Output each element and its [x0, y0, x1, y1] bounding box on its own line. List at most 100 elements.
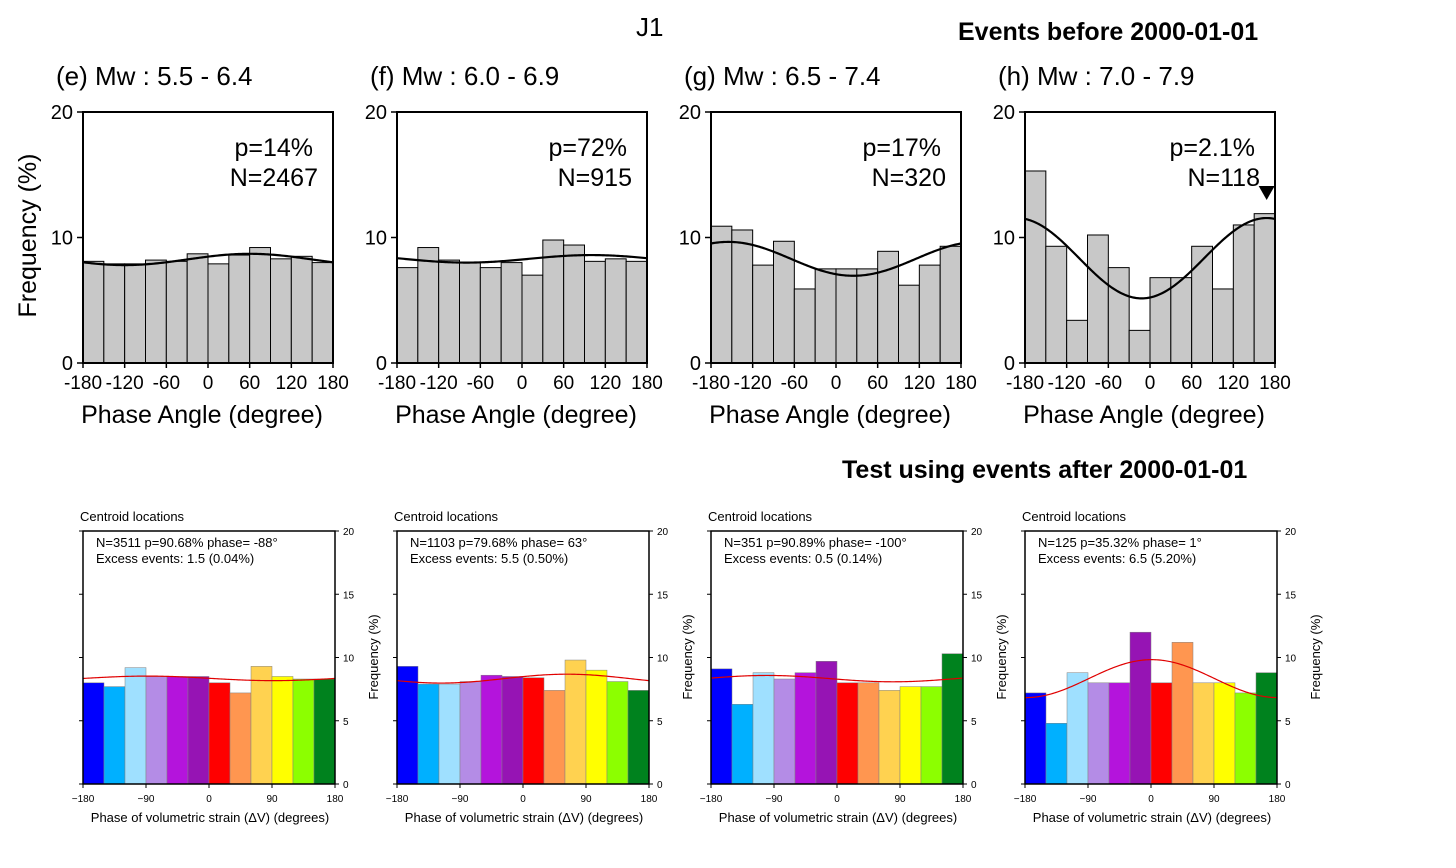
histogram-bar [480, 674, 503, 785]
y-tick-label: 10 [993, 228, 1015, 250]
x-tick-label: -180 [1006, 373, 1044, 394]
panel-title: (f) Mw : 6.0 - 6.9 [370, 61, 559, 91]
histogram-bar [1024, 170, 1047, 364]
histogram-bar [710, 225, 733, 364]
histogram-bar [271, 676, 294, 785]
x-tick-label: 120 [1217, 373, 1249, 394]
y-tick-label: 20 [51, 102, 73, 124]
histogram-bar [815, 661, 838, 785]
y-tick-label: 10 [657, 654, 669, 665]
histogram-bar [438, 259, 460, 364]
histogram-bar [270, 258, 292, 364]
n-count-label: N=320 [872, 164, 946, 192]
histogram-bar [250, 666, 273, 785]
histogram-bar [627, 690, 650, 785]
histogram-bar [1150, 682, 1173, 785]
x-axis-label: Phase Angle (degree) [81, 401, 323, 429]
histogram-bar [313, 678, 336, 785]
x-tick-label: 180 [641, 794, 658, 805]
x-tick-label: 90 [1208, 794, 1220, 805]
y-tick-label: 20 [679, 102, 701, 124]
figure-supertitle: J1 [636, 12, 664, 42]
histogram-bar [165, 260, 188, 364]
y-tick-label: 0 [1004, 353, 1015, 375]
x-tick-label: 180 [955, 794, 972, 805]
histogram-bar [1066, 672, 1089, 785]
histogram-bar [521, 274, 544, 364]
histogram-bar [835, 268, 858, 364]
fit-curve [82, 675, 336, 682]
stats-label: N=3511 p=90.68% phase= -88° [96, 535, 278, 550]
fit-curve [396, 673, 650, 684]
y-tick-label: 20 [993, 102, 1015, 124]
histogram-bar [228, 254, 251, 364]
histogram-bar [187, 676, 210, 785]
y-tick-label: 10 [343, 654, 355, 665]
histogram-bar [543, 690, 566, 785]
histogram-bar [918, 264, 941, 364]
histogram-bar [564, 659, 587, 785]
y-tick-label: 10 [51, 228, 73, 250]
histogram-bar [166, 676, 189, 785]
histogram-bar [625, 260, 648, 364]
x-tick-label: 120 [275, 373, 307, 394]
histogram-bar [856, 268, 879, 364]
histogram-bar [793, 288, 816, 364]
excess-label: Excess events: 0.5 (0.14%) [724, 551, 882, 566]
histogram-bar [82, 682, 105, 785]
panel-title: (g) Mw : 6.5 - 7.4 [684, 61, 881, 91]
excess-label: Excess events: 1.5 (0.04%) [96, 551, 254, 566]
histogram-bar [752, 264, 775, 364]
histogram-bar [710, 668, 733, 785]
histogram-bar [1192, 682, 1215, 785]
x-axis-label: Phase of volumetric strain (ΔV) (degrees… [405, 810, 643, 825]
histogram-bar [1232, 224, 1255, 364]
histogram-bar [522, 677, 545, 785]
histogram-bar [1024, 692, 1047, 785]
x-tick-label: 180 [317, 373, 349, 394]
x-tick-label: −90 [1080, 794, 1097, 805]
x-tick-label: 120 [589, 373, 621, 394]
y-tick-label: 5 [657, 717, 663, 728]
histogram-bar [124, 667, 147, 785]
histogram-bar [878, 690, 901, 785]
x-tick-label: 180 [327, 794, 344, 805]
histogram-bar [501, 676, 524, 785]
x-tick-label: -180 [64, 373, 102, 394]
x-axis-label: Phase Angle (degree) [395, 401, 637, 429]
fit-curve [396, 253, 648, 264]
x-tick-label: 120 [903, 373, 935, 394]
histogram-bar [752, 672, 775, 785]
x-tick-label: 180 [945, 373, 977, 394]
fit-curve [710, 240, 962, 277]
x-tick-label: −180 [72, 794, 95, 805]
histogram-bar [920, 686, 943, 785]
x-tick-label: -60 [1095, 373, 1122, 394]
y-tick-label: 0 [690, 353, 701, 375]
x-tick-label: 60 [553, 373, 574, 394]
fit-curve [1025, 659, 1278, 699]
histogram-bar [1045, 245, 1068, 364]
y-tick-label: 0 [376, 353, 387, 375]
inset-title: Centroid locations [708, 509, 813, 524]
inset-title: Centroid locations [394, 509, 499, 524]
histogram-bar [1253, 213, 1276, 364]
y-tick-label: 10 [1285, 654, 1297, 665]
y-tick-label: 20 [343, 527, 355, 538]
y-tick-label: 10 [971, 654, 983, 665]
histogram-bar [1234, 692, 1257, 785]
histogram-bar [1108, 682, 1131, 785]
x-tick-label: −90 [452, 794, 469, 805]
stats-label: N=125 p=35.32% phase= 1° [1038, 535, 1202, 550]
x-tick-label: −90 [766, 794, 783, 805]
histogram-bar [606, 681, 629, 785]
histogram-bar [1170, 277, 1193, 364]
y-tick-label: 15 [657, 590, 669, 601]
histogram-bar [103, 263, 126, 364]
x-tick-label: 0 [834, 794, 840, 805]
histogram-bar [604, 258, 627, 364]
y-axis-label: Frequency (%) [994, 614, 1009, 699]
x-axis-label: Phase Angle (degree) [1023, 401, 1265, 429]
stats-label: N=1103 p=79.68% phase= 63° [410, 535, 587, 550]
